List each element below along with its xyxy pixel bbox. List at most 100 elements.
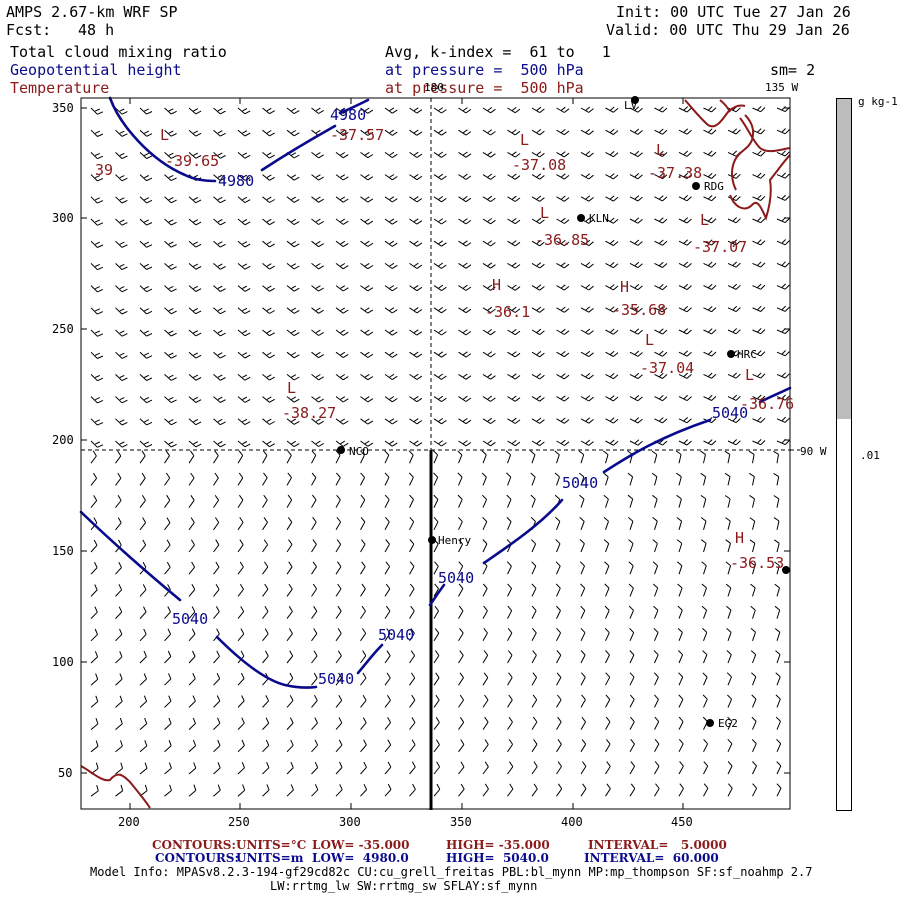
temp-contour-ne-2	[731, 114, 755, 191]
wind-barb	[90, 472, 98, 486]
wind-barb	[286, 107, 300, 115]
wind-barb	[237, 695, 245, 708]
wind-barb	[139, 440, 153, 448]
wind-barb	[433, 672, 440, 686]
wind-barb	[360, 516, 366, 531]
wind-barb	[629, 395, 643, 402]
wind-barb	[90, 285, 104, 293]
wind-barb	[213, 351, 226, 359]
wind-barb	[531, 650, 537, 664]
wind-barb	[580, 328, 594, 335]
wind-barb	[678, 150, 692, 157]
wind-barb	[556, 395, 570, 402]
smoothing: sm= 2	[770, 61, 816, 79]
wind-barb	[360, 628, 367, 642]
wind-barb	[139, 762, 148, 775]
wind-barb	[286, 285, 300, 292]
wind-barb	[213, 739, 221, 753]
wind-barb	[678, 106, 692, 113]
wind-barb	[164, 240, 177, 248]
wind-barb	[556, 439, 570, 446]
wind-barb	[727, 217, 741, 224]
wind-barb	[603, 517, 609, 530]
wind-barb	[531, 351, 545, 358]
wind-barb	[750, 650, 757, 664]
wind-barb	[507, 218, 521, 225]
wind-barb	[139, 129, 153, 137]
wind-barb	[507, 329, 521, 336]
wind-barb	[628, 583, 634, 597]
wind-barb	[482, 284, 496, 291]
stations: LV RDG KLN HRC NCO Henry EG2	[337, 96, 790, 730]
wind-barb	[652, 494, 658, 508]
wind-barb	[409, 628, 415, 642]
station-label: Henry	[438, 534, 471, 547]
wind-barb	[556, 240, 570, 247]
wind-barb	[139, 285, 153, 293]
wind-barb	[605, 439, 619, 446]
wind-barb	[164, 539, 171, 553]
wind-barb	[506, 494, 512, 508]
wind-barb	[237, 494, 244, 508]
wind-barb	[458, 561, 464, 575]
wind-barb	[654, 150, 668, 157]
wind-barb	[776, 738, 782, 753]
wind-barb	[605, 306, 619, 313]
wind-barb	[139, 450, 146, 464]
wind-barb	[115, 396, 128, 404]
wind-barb	[727, 694, 733, 708]
wind-barb	[629, 761, 636, 775]
wind-barb	[579, 517, 585, 530]
wind-barb	[115, 695, 123, 708]
wind-barb	[188, 762, 197, 775]
footer-temp-low: LOW= -35.000	[312, 838, 410, 852]
wind-barb	[188, 561, 196, 575]
height-contour-5040-north	[758, 386, 792, 404]
wind-barb	[776, 761, 782, 775]
wind-barb	[602, 450, 609, 464]
wind-barb	[748, 450, 755, 464]
wind-barb	[507, 107, 521, 114]
wind-barb	[752, 783, 758, 797]
wind-barb	[507, 240, 521, 247]
wind-barb	[237, 263, 251, 270]
wind-barb	[482, 107, 496, 114]
wind-barb	[360, 307, 374, 314]
wind-barb	[115, 762, 124, 775]
wind-barb	[506, 517, 512, 531]
wind-barb	[580, 173, 594, 180]
wind-barb	[213, 450, 219, 464]
wind-barb	[237, 472, 244, 486]
wind-barb	[139, 472, 146, 486]
wind-barb	[578, 472, 585, 486]
wind-barb	[164, 650, 172, 664]
wind-barb	[433, 494, 439, 508]
wind-barb	[384, 739, 392, 753]
wind-barb	[629, 106, 643, 113]
temp-system-symbol: L	[160, 126, 169, 144]
wind-barb	[335, 263, 349, 270]
wind-barb	[409, 218, 423, 225]
temp-value-label: -39.65	[165, 152, 219, 170]
wind-barb	[90, 606, 98, 619]
wind-barb	[262, 494, 268, 508]
wind-barb	[702, 650, 708, 664]
wind-barb	[262, 539, 269, 553]
wind-barb	[556, 694, 562, 708]
wind-barb	[262, 263, 275, 270]
wind-barb	[90, 495, 98, 508]
wind-barb	[776, 372, 790, 379]
wind-barb	[703, 150, 717, 157]
wind-barb	[115, 174, 128, 182]
wind-barb	[507, 262, 521, 269]
height-labels: 4980 4980 5040 5040 5040 5040 5040 5040	[172, 106, 748, 688]
wind-barb	[774, 605, 781, 619]
wind-barb	[703, 172, 717, 179]
wind-barb	[90, 107, 104, 115]
wind-barb	[115, 152, 128, 160]
wind-barb	[164, 196, 177, 204]
station-marker	[727, 350, 735, 358]
wind-barb	[139, 351, 153, 359]
wind-barb	[678, 394, 692, 402]
wind-barb	[629, 716, 635, 730]
